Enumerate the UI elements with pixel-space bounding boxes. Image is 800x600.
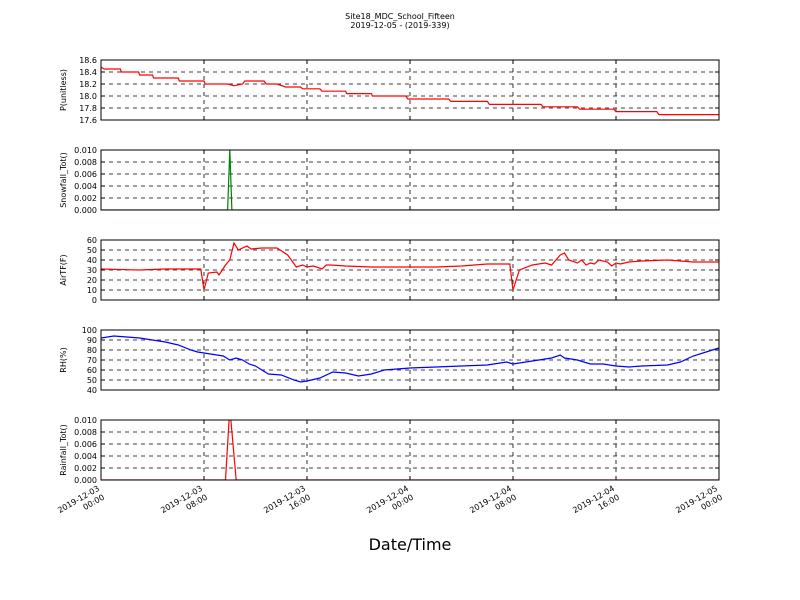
panels: 17.6 17.8 18.0 18.2 18.4 18.6 P(unitless) 0.000… [59,56,720,485]
y-tick-label: 0.006 [74,170,97,179]
panel-0: 17.6 17.8 18.0 18.2 18.4 18.6 P(unitless) [59,56,720,125]
y-tick-label: 17.8 [79,104,97,113]
y-tick-label: 0.010 [74,146,97,155]
y-tick-label: 100 [82,326,97,335]
y-tick-label: 0.000 [74,206,97,215]
y-tick-label: 60 [87,366,97,375]
y-axis-label: RH(%) [59,347,68,372]
y-tick-label: 0.006 [74,440,97,449]
y-tick-label: 18.6 [79,56,97,65]
y-tick-label: 0.010 [74,416,97,425]
axes-frame [100,329,720,391]
y-tick-label: 80 [87,346,97,355]
y-tick-label: 60 [87,236,97,245]
x-tick-label: 2019-12-0408:00 [468,484,518,524]
y-tick-label: 50 [87,376,97,385]
x-tick-label: 2019-12-0316:00 [262,484,312,524]
y-tick-label: 0.000 [74,476,97,485]
x-tick-label: 2019-12-0400:00 [365,484,415,524]
y-tick-label: 18.2 [79,80,97,89]
axes-frame [100,149,720,211]
y-tick-label: 0.008 [74,158,97,167]
y-tick-label: 0.002 [74,464,97,473]
x-tick-label: 2019-12-0416:00 [571,484,621,524]
y-axis-label: Rainfall_Tot() [59,424,68,476]
y-tick-label: 0.008 [74,428,97,437]
x-tick-labels: 2019-12-0300:00 2019-12-0308:00 2019-12-03… [56,484,724,524]
y-tick-label: 10 [87,286,97,295]
panel-1: 0.000 0.002 0.004 0.006 0.008 0.010 Snowfall_T… [59,146,720,215]
y-tick-label: 90 [87,336,97,345]
panel-4: 0.000 0.002 0.004 0.006 0.008 0.010 Rainfall_T… [59,416,720,485]
x-tick-label: 2019-12-0500:00 [674,484,724,524]
y-tick-label: 30 [87,266,97,275]
y-tick-label: 0.002 [74,194,97,203]
y-tick-label: 0.004 [74,182,97,191]
series-line [101,66,719,116]
y-tick-label: 70 [87,356,97,365]
y-axis-label: P(unitless) [59,69,68,111]
y-tick-label: 18.0 [79,92,97,101]
y-tick-label: 40 [87,386,97,395]
axes-frame [100,419,720,481]
y-tick-label: 17.6 [79,116,97,125]
y-tick-label: 0 [92,296,97,305]
x-axis-label: Date/Time [369,535,452,554]
y-tick-label: 20 [87,276,97,285]
y-tick-label: 18.4 [79,68,97,77]
x-tick-label: 2019-12-0308:00 [159,484,209,524]
axes-frame [100,239,720,301]
y-axis-label: AirTF(F) [59,254,68,285]
x-tick-label: 2019-12-0300:00 [56,484,106,524]
series-line [101,241,719,291]
y-tick-label: 40 [87,256,97,265]
chart-title: Site18_MDC_School_Fifteen [345,12,455,21]
chart-subtitle: 2019-12-05 - (2019-339) [350,21,449,30]
y-tick-label: 50 [87,246,97,255]
series-line [101,335,719,383]
axes-frame [100,59,720,121]
y-tick-label: 0.004 [74,452,97,461]
y-axis-label: Snowfall_Tot() [59,152,68,208]
